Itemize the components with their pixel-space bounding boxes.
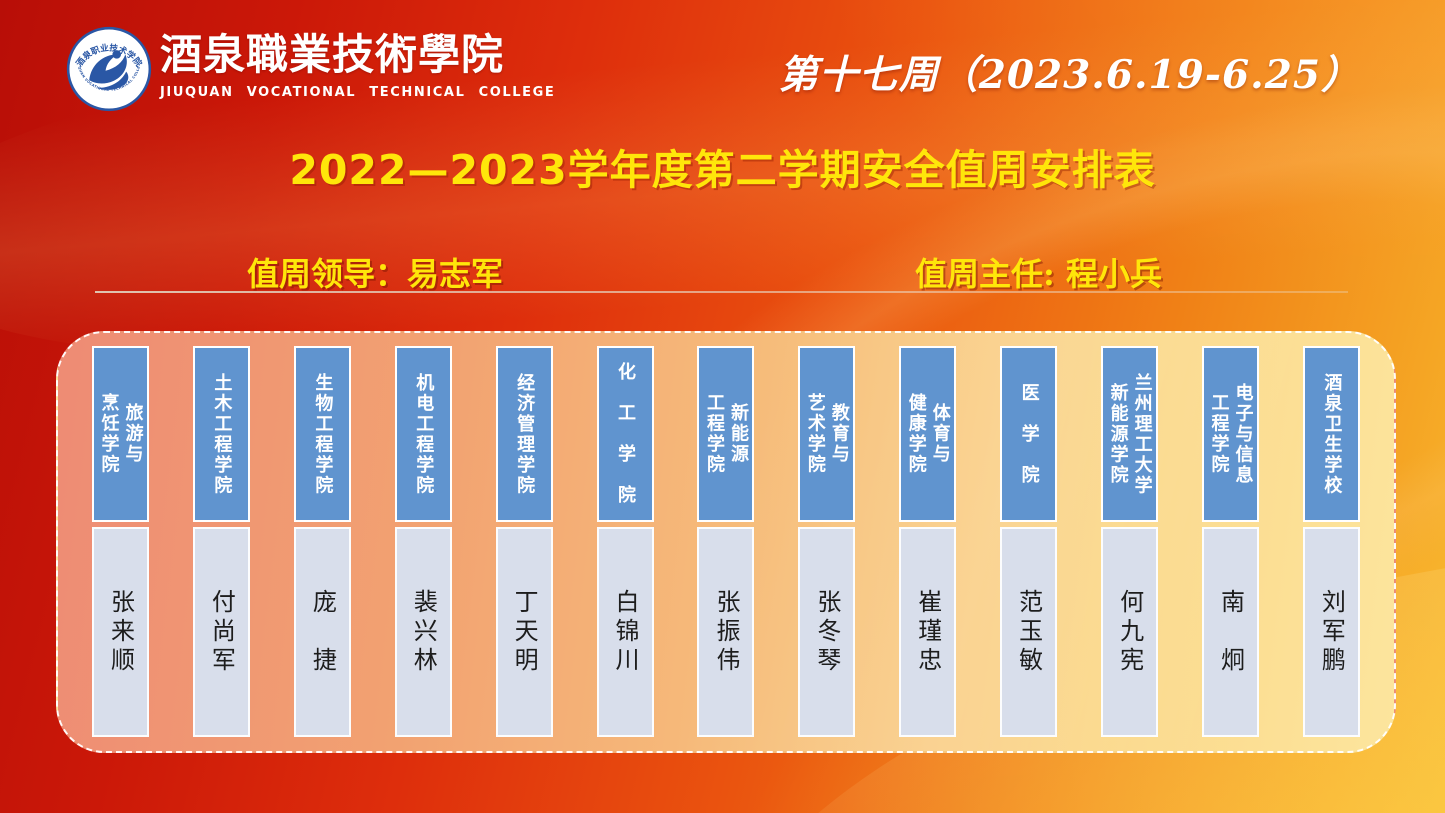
college-header: 教育与 艺术学院 [798, 346, 856, 522]
schedule-column: 土木工程学院 付尚军 [192, 346, 250, 737]
college-name: 生物工程学院 [312, 372, 334, 496]
duty-person-cell: 张冬琴 [798, 527, 856, 737]
duty-person-name: 丁天明 [510, 588, 539, 676]
duty-person-cell: 范玉敏 [1000, 527, 1058, 737]
duty-person-cell: 崔瑾忠 [899, 527, 957, 737]
duty-person-name: 白锦川 [611, 588, 640, 676]
duty-person-cell: 付尚军 [192, 527, 250, 737]
duty-person-name: 张振伟 [711, 588, 740, 676]
college-name: 化 工 学 院 [615, 362, 637, 506]
college-name: 兰州理工大学 新能源学院 [1107, 372, 1153, 496]
duty-person-name: 裴兴林 [409, 588, 438, 676]
college-name: 酒泉卫生学校 [1321, 372, 1343, 496]
duty-person-name: 刘军鹏 [1317, 588, 1346, 676]
college-name: 土木工程学院 [211, 372, 233, 496]
duty-leader-label: 值周领导：易志军 [247, 255, 504, 293]
duty-person-cell: 裴兴林 [394, 527, 452, 737]
college-header: 机电工程学院 [394, 346, 452, 522]
college-header: 医 学 院 [1000, 346, 1058, 522]
duty-person-name: 付尚军 [207, 588, 236, 676]
duty-person-name: 何九宪 [1115, 588, 1144, 676]
duty-person-cell: 何九宪 [1101, 527, 1159, 737]
college-name: 医 学 院 [1018, 382, 1040, 486]
college-header: 酒泉卫生学校 [1302, 346, 1360, 522]
duty-director-label: 值周主任: 程小兵 [915, 255, 1162, 293]
duty-person-name: 张来顺 [106, 588, 135, 676]
schedule-column: 酒泉卫生学校 刘军鹏 [1302, 346, 1360, 737]
duty-person-name: 张冬琴 [812, 588, 841, 676]
schedule-column: 机电工程学院 裴兴林 [394, 346, 452, 737]
duty-person-cell: 南 炯 [1201, 527, 1259, 737]
college-header: 旅游与 烹饪学院 [92, 346, 149, 522]
schedule-column: 经济管理学院 丁天明 [495, 346, 553, 737]
schedule-board: 旅游与 烹饪学院 张来顺 土木工程学院 付尚军 生物工程学院 庞 捷 [56, 331, 1396, 753]
college-name-en: JIUQUAN VOCATIONAL TECHNICAL COLLEGE [160, 85, 556, 100]
college-name: 经济管理学院 [514, 372, 536, 496]
college-header: 兰州理工大学 新能源学院 [1101, 346, 1159, 522]
college-name: 机电工程学院 [413, 372, 435, 496]
brand-block: 酒泉職業技術學院 JIUQUAN VOCATIONAL TECHNICAL CO… [160, 30, 555, 100]
schedule-column: 体育与 健康学院 崔瑾忠 [899, 346, 957, 737]
college-name: 旅游与 烹饪学院 [98, 393, 144, 475]
schedule-column: 兰州理工大学 新能源学院 何九宪 [1101, 346, 1159, 737]
schedule-column: 生物工程学院 庞 捷 [293, 346, 351, 737]
duty-person-cell: 张来顺 [92, 527, 149, 737]
college-header: 生物工程学院 [293, 346, 351, 522]
college-header: 土木工程学院 [192, 346, 250, 522]
college-name: 教育与 艺术学院 [804, 393, 850, 475]
schedule-column: 教育与 艺术学院 张冬琴 [798, 346, 856, 737]
divider-line [95, 291, 1348, 293]
schedule-column: 化 工 学 院 白锦川 [596, 346, 654, 737]
college-name: 电子与信息 工程学院 [1208, 382, 1254, 486]
page-title: 2022—2023学年度第二学期安全值周安排表 [289, 146, 1156, 194]
college-header: 体育与 健康学院 [899, 346, 957, 522]
duty-person-cell: 庞 捷 [293, 527, 351, 737]
college-logo-icon: 酒泉职业技术学院 JIUQUAN VOCATIONAL TECHNICAL CO… [66, 26, 152, 112]
duty-person-name: 范玉敏 [1014, 588, 1043, 676]
college-header: 化 工 学 院 [596, 346, 654, 522]
duty-person-cell: 白锦川 [596, 527, 654, 737]
schedule-column: 新能源 工程学院 张振伟 [697, 346, 755, 737]
logo-swirl-glyph [89, 50, 129, 90]
schedule-column: 医 学 院 范玉敏 [1000, 346, 1058, 737]
duty-person-cell: 丁天明 [495, 527, 553, 737]
schedule-column: 旅游与 烹饪学院 张来顺 [92, 346, 149, 737]
college-name: 体育与 健康学院 [905, 393, 951, 475]
college-header: 新能源 工程学院 [697, 346, 755, 522]
college-name-zh: 酒泉職業技術學院 [160, 30, 505, 79]
college-header: 经济管理学院 [495, 346, 553, 522]
duty-person-cell: 刘军鹏 [1302, 527, 1360, 737]
duty-person-cell: 张振伟 [697, 527, 755, 737]
college-header: 电子与信息 工程学院 [1201, 346, 1259, 522]
duty-person-name: 南 炯 [1216, 588, 1245, 676]
duty-person-name: 崔瑾忠 [913, 588, 942, 676]
duty-person-name: 庞 捷 [308, 588, 337, 676]
college-name: 新能源 工程学院 [703, 393, 749, 475]
week-label: 第十七周（2023.6.19-6.25） [778, 52, 1361, 98]
schedule-column: 电子与信息 工程学院 南 炯 [1201, 346, 1259, 737]
